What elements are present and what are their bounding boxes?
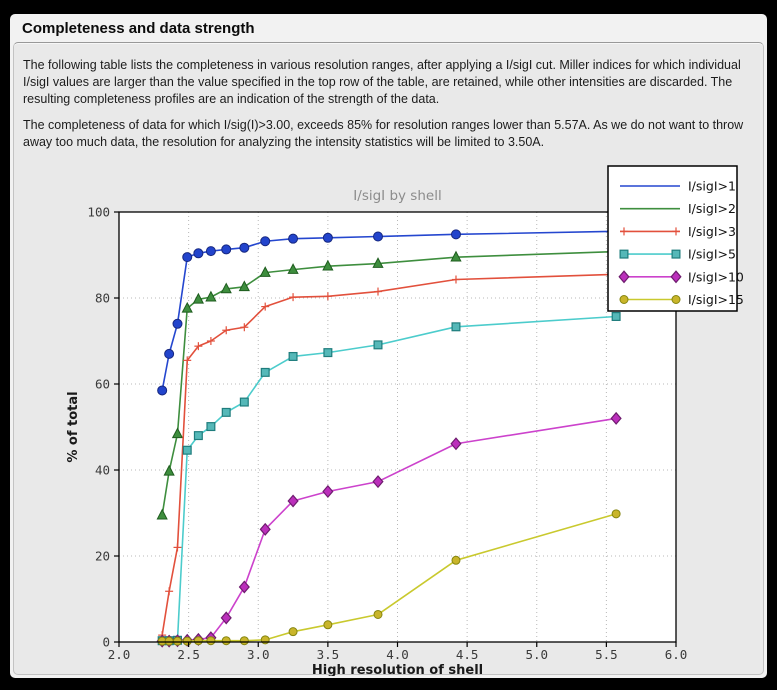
- legend-item-6: I/sigI>15: [619, 292, 744, 307]
- svg-text:2.0: 2.0: [108, 647, 131, 662]
- svg-text:0: 0: [102, 635, 110, 650]
- svg-text:80: 80: [95, 291, 110, 306]
- svg-text:2.5: 2.5: [177, 647, 200, 662]
- series-i-sigi-3: [158, 270, 621, 640]
- svg-text:3.5: 3.5: [317, 647, 340, 662]
- svg-text:4.5: 4.5: [456, 647, 479, 662]
- panel-title: Completeness and data strength: [22, 20, 255, 37]
- description-paragraph-2: The completeness of data for which I/sig…: [23, 118, 744, 149]
- legend-item-4: I/sigI>5: [619, 247, 736, 262]
- svg-text:100: 100: [87, 205, 110, 220]
- legend-item-1: I/sigI>1: [620, 179, 736, 194]
- svg-text:4.0: 4.0: [386, 647, 409, 662]
- svg-text:5.5: 5.5: [595, 647, 618, 662]
- svg-text:3.0: 3.0: [247, 647, 270, 662]
- description-paragraph-1: The following table lists the completene…: [23, 58, 741, 106]
- completeness-chart: 2.0 2.5 3.0 3.5 4.0 4.5 5.0 5.5 6.0 0 20 40 60 80 100 I…: [66, 165, 744, 676]
- y-tick-labels: 0 20 40 60 80 100: [87, 205, 110, 650]
- report-inset-box: The following table lists the completene…: [13, 42, 764, 676]
- svg-text:5.0: 5.0: [525, 647, 548, 662]
- svg-text:6.0: 6.0: [665, 647, 688, 662]
- svg-text:I/sigI>3: I/sigI>3: [688, 224, 736, 239]
- legend-item-3: I/sigI>3: [620, 224, 736, 239]
- report-panel: Completeness and data strength The follo…: [10, 14, 767, 678]
- y-axis-label: % of total: [66, 391, 81, 462]
- x-axis-label: High resolution of shell: [312, 663, 483, 676]
- series-i-sigi-15: [157, 509, 621, 646]
- legend: I/sigI>1 I/sigI>2 I/sigI>3 I/sigI>5 I/sigI>1…: [607, 165, 744, 312]
- svg-text:I/sigI>1: I/sigI>1: [688, 179, 736, 194]
- svg-text:60: 60: [95, 377, 110, 392]
- series-i-sigi-2: [156, 245, 622, 520]
- x-tick-labels: 2.0 2.5 3.0 3.5 4.0 4.5 5.0 5.5 6.0: [108, 647, 688, 662]
- svg-text:40: 40: [95, 463, 110, 478]
- legend-item-2: I/sigI>2: [620, 201, 736, 216]
- svg-text:I/sigI>10: I/sigI>10: [688, 269, 744, 284]
- chart-title: I/sigI by shell: [353, 188, 441, 204]
- svg-text:I/sigI>2: I/sigI>2: [688, 201, 736, 216]
- legend-item-5: I/sigI>10: [618, 269, 744, 284]
- svg-text:I/sigI>15: I/sigI>15: [688, 292, 744, 307]
- svg-text:I/sigI>5: I/sigI>5: [688, 247, 736, 262]
- svg-text:20: 20: [95, 549, 110, 564]
- axes-frame: [114, 211, 677, 647]
